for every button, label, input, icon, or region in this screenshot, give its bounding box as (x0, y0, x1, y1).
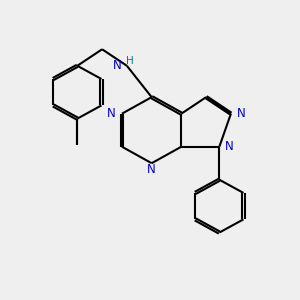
Text: N: N (225, 140, 234, 153)
Text: N: N (237, 107, 246, 120)
Text: N: N (113, 59, 122, 72)
Text: H: H (126, 56, 134, 66)
Text: N: N (147, 163, 156, 176)
Text: N: N (107, 107, 116, 120)
